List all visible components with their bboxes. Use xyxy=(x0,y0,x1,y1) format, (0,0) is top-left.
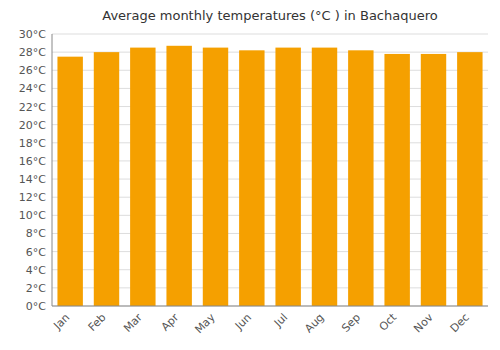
chart: 0°C 2°C 4°C 6°C 8°C 10°C 12°C 14°C 16°C 18°C 20°C 2… xyxy=(0,0,500,350)
y-axis xyxy=(52,34,53,306)
bar xyxy=(348,50,373,306)
grid xyxy=(52,34,488,306)
y-tick-label: 28°C xyxy=(19,46,46,59)
bar xyxy=(275,48,300,306)
y-tick-label: 30°C xyxy=(19,28,46,41)
bar xyxy=(94,52,119,306)
y-tick-label: 10°C xyxy=(19,209,46,222)
grid-line xyxy=(52,34,488,35)
x-tick-label: Sep xyxy=(339,311,363,335)
bar xyxy=(130,48,155,306)
y-tick-label: 22°C xyxy=(19,101,46,114)
x-tick-label: Apr xyxy=(159,311,182,334)
x-tick-label: Jan xyxy=(50,311,72,333)
y-tick-label: 26°C xyxy=(19,64,46,77)
bar xyxy=(312,48,337,306)
x-tick-label: Nov xyxy=(411,311,436,336)
y-tick-label: 8°C xyxy=(26,227,46,240)
x-tick-label: May xyxy=(192,311,218,337)
y-tick-label: 16°C xyxy=(19,155,46,168)
y-tick-label: 12°C xyxy=(19,191,46,204)
y-tick-label: 2°C xyxy=(26,282,46,295)
y-tick-label: 4°C xyxy=(26,264,46,277)
bar xyxy=(384,54,409,306)
y-tick-label: 20°C xyxy=(19,119,46,132)
bar xyxy=(421,54,446,306)
x-tick-label: Jul xyxy=(271,311,290,330)
y-tick-label: 6°C xyxy=(26,246,46,259)
x-tick-label: Mar xyxy=(121,311,145,335)
y-tick-label: 14°C xyxy=(19,173,46,186)
bar xyxy=(166,46,191,306)
bar xyxy=(457,52,482,306)
y-tick-label: 18°C xyxy=(19,137,46,150)
x-tick-label: Dec xyxy=(448,311,472,335)
bar xyxy=(203,48,228,306)
x-tick-label: Feb xyxy=(86,311,109,334)
bar xyxy=(239,50,264,306)
x-tick-label: Oct xyxy=(377,310,400,333)
x-tick-label: Aug xyxy=(302,311,326,335)
bar xyxy=(57,57,82,306)
title: Average monthly temperatures (°C ) in Ba… xyxy=(102,8,438,23)
y-tick-label: 0°C xyxy=(26,300,46,313)
x-tick-label: Jun xyxy=(232,311,254,333)
grid-line xyxy=(52,306,488,307)
bars xyxy=(57,46,482,306)
x-axis xyxy=(52,306,488,307)
y-tick-label: 24°C xyxy=(19,82,46,95)
